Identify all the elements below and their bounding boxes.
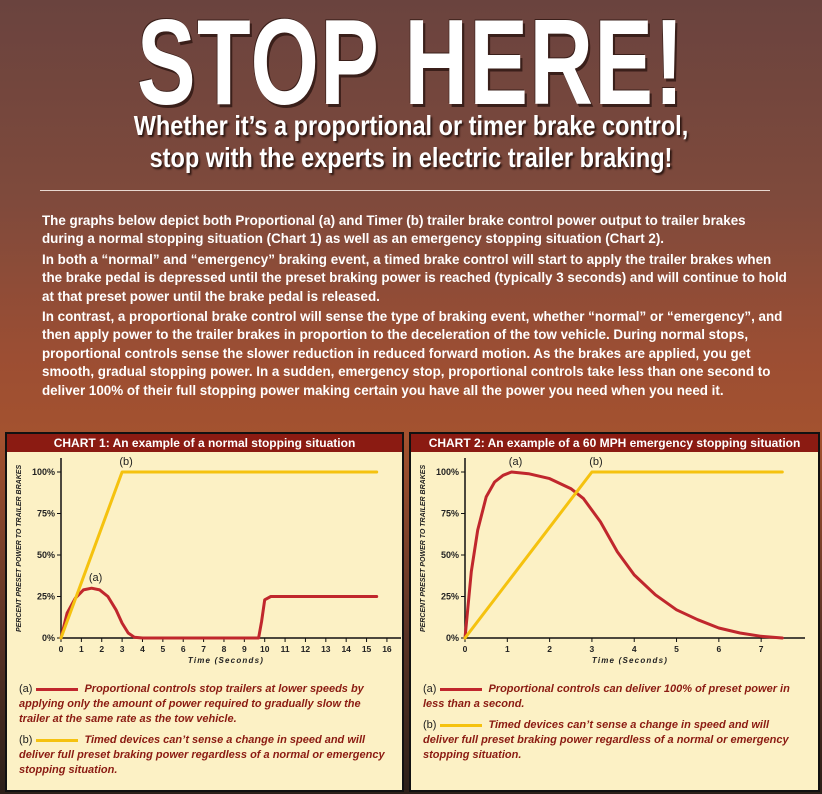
y-tick-label: 0% bbox=[446, 633, 459, 643]
x-tick-label: 1 bbox=[79, 644, 84, 654]
x-tick-label: 4 bbox=[632, 644, 637, 654]
x-tick-label: 0 bbox=[59, 644, 64, 654]
x-tick-label: 9 bbox=[242, 644, 247, 654]
x-tick-label: 3 bbox=[120, 644, 125, 654]
chart-title: CHART 1: An example of a normal stopping… bbox=[7, 434, 402, 452]
chart-panel: CHART 2: An example of a 60 MPH emergenc… bbox=[409, 432, 820, 792]
x-axis-label: Time (Seconds) bbox=[592, 656, 668, 665]
legend-text: Timed devices can’t sense a change in sp… bbox=[19, 734, 385, 776]
legend-swatch bbox=[440, 723, 483, 727]
x-tick-label: 5 bbox=[160, 644, 165, 654]
x-tick-label: 14 bbox=[341, 644, 351, 654]
series-annotation: (b) bbox=[119, 456, 132, 468]
series-annotation: (b) bbox=[589, 456, 602, 468]
x-tick-label: 11 bbox=[281, 644, 290, 654]
x-tick-label: 6 bbox=[716, 644, 721, 654]
legend-swatch bbox=[36, 738, 79, 742]
legend-item: (a) Proportional controls can deliver 100… bbox=[423, 682, 795, 712]
x-tick-label: 2 bbox=[99, 644, 104, 654]
x-tick-label: 16 bbox=[382, 644, 392, 654]
y-tick-label: 100% bbox=[32, 467, 55, 477]
legend-swatch bbox=[36, 687, 79, 691]
x-tick-label: 2 bbox=[547, 644, 552, 654]
y-tick-label: 50% bbox=[441, 550, 459, 560]
legend-swatch bbox=[440, 687, 483, 691]
y-axis-label: PERCENT PRESET POWER TO TRAILER BRAKES bbox=[16, 465, 23, 632]
x-tick-label: 4 bbox=[140, 644, 145, 654]
y-tick-label: 50% bbox=[37, 550, 55, 560]
body-text: The graphs below depict both Proportiona… bbox=[42, 212, 790, 402]
x-tick-label: 3 bbox=[590, 644, 595, 654]
legend-item: (a) Proportional controls stop trailers a… bbox=[19, 682, 391, 727]
series-line bbox=[463, 470, 784, 640]
subtitle: stop with the experts in electric traile… bbox=[149, 142, 673, 173]
legend: (a) Proportional controls stop trailers a… bbox=[19, 682, 391, 784]
paragraph: In contrast, a proportional brake contro… bbox=[42, 309, 783, 398]
series-annotation: (a) bbox=[509, 456, 522, 468]
y-tick-label: 25% bbox=[37, 592, 55, 602]
paragraph: The graphs below depict both Proportiona… bbox=[42, 213, 746, 247]
y-tick-label: 100% bbox=[436, 467, 459, 477]
x-tick-label: 1 bbox=[505, 644, 510, 654]
legend-item: (b) Timed devices can’t sense a change in… bbox=[423, 718, 795, 763]
y-tick-label: 0% bbox=[42, 633, 55, 643]
paragraph: In both a “normal” and “emergency” braki… bbox=[42, 251, 787, 304]
legend-label: (a) bbox=[423, 683, 437, 695]
y-tick-label: 75% bbox=[441, 509, 459, 519]
x-tick-label: 5 bbox=[674, 644, 679, 654]
series-line bbox=[59, 470, 379, 640]
x-tick-label: 7 bbox=[759, 644, 764, 654]
legend-text: Proportional controls stop trailers at l… bbox=[19, 683, 364, 725]
series-line bbox=[59, 586, 379, 640]
y-tick-label: 25% bbox=[441, 592, 459, 602]
x-tick-label: 8 bbox=[222, 644, 227, 654]
x-tick-label: 13 bbox=[321, 644, 331, 654]
y-axis-label: PERCENT PRESET POWER TO TRAILER BRAKES bbox=[420, 465, 427, 632]
legend-item: (b) Timed devices can’t sense a change in… bbox=[19, 733, 391, 778]
legend-text: Proportional controls can deliver 100% o… bbox=[423, 683, 790, 710]
series-annotation: (a) bbox=[89, 572, 102, 584]
x-axis-label: Time (Seconds) bbox=[188, 656, 264, 665]
x-tick-label: 0 bbox=[463, 644, 468, 654]
x-tick-label: 12 bbox=[301, 644, 311, 654]
chart-title: CHART 2: An example of a 60 MPH emergenc… bbox=[411, 434, 818, 452]
series-line bbox=[463, 470, 784, 640]
legend-label: (b) bbox=[19, 734, 33, 746]
chart: 0%25%50%75%100%0 1 2 3 4 5 6 7 8 9 10 11 12 13 14 15 16T… bbox=[16, 456, 401, 665]
y-tick-label: 75% bbox=[37, 509, 55, 519]
x-tick-label: 15 bbox=[362, 644, 372, 654]
divider bbox=[40, 190, 770, 191]
x-tick-label: 6 bbox=[181, 644, 186, 654]
legend-text: Timed devices can’t sense a change in sp… bbox=[423, 719, 789, 761]
x-tick-label: 10 bbox=[260, 644, 270, 654]
legend-label: (b) bbox=[423, 719, 437, 731]
x-tick-label: 7 bbox=[201, 644, 206, 654]
chart-panel: CHART 1: An example of a normal stopping… bbox=[5, 432, 404, 792]
subtitle: Whether it’s a proportional or timer bra… bbox=[133, 110, 689, 141]
legend: (a) Proportional controls can deliver 100… bbox=[423, 682, 795, 769]
chart: 0% 25% 50% 75% 100% 0 1 2 3 4 5 6 7 Time (Seconds) PER… bbox=[420, 456, 805, 665]
legend-label: (a) bbox=[19, 683, 33, 695]
headline: STOP HERE! bbox=[136, 0, 686, 130]
